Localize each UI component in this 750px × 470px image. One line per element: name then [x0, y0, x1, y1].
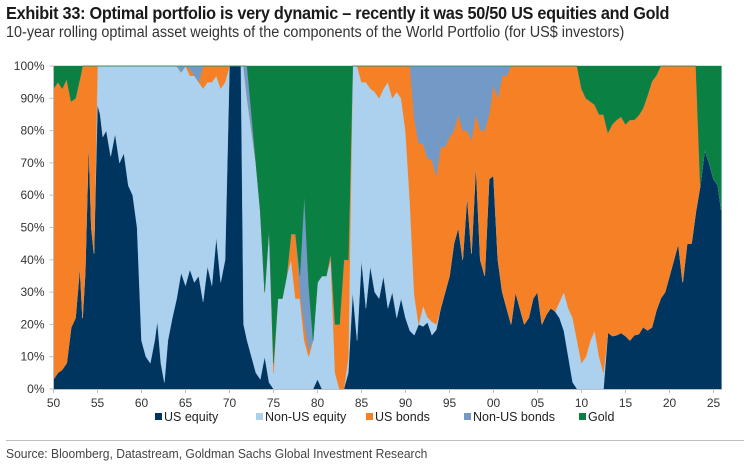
legend-item-non-us-bonds: Non-US bonds: [464, 410, 555, 424]
y-tick-label: 30%: [20, 285, 44, 299]
x-tick-label: 95: [443, 396, 457, 410]
chart-title: Exhibit 33: Optimal portfolio is very dy…: [6, 3, 670, 23]
x-tick-label: 75: [267, 396, 281, 410]
y-tick-label: 100%: [14, 59, 45, 73]
x-tick-label: 55: [91, 396, 105, 410]
x-tick-label: 20: [663, 396, 677, 410]
x-tick-label: 50: [47, 396, 61, 410]
legend-label-non-us-bonds: Non-US bonds: [473, 410, 555, 424]
y-tick-label: 60%: [20, 188, 44, 202]
axes: 0% 10% 20% 30% 40% 50% 60% 70% 80% 90% 100% 50 55 60 6…: [14, 59, 722, 410]
x-tick-label: 05: [531, 396, 545, 410]
y-tick-label: 80%: [20, 124, 44, 138]
x-tick-label: 80: [311, 396, 325, 410]
x-tick-label: 70: [223, 396, 237, 410]
legend-item-gold: Gold: [579, 410, 614, 424]
legend: US equity Non-US equity US bonds Non-US …: [0, 410, 750, 428]
area-gold: [53, 65, 722, 364]
legend-swatch-us-equity: [155, 413, 162, 420]
chart-subtitle: 10-year rolling optimal asset weights of…: [6, 24, 625, 41]
y-tick-label: 90%: [20, 91, 44, 105]
legend-label-us-equity: US equity: [164, 410, 219, 424]
legend-label-gold: Gold: [588, 410, 615, 424]
y-tick-label: 0%: [27, 382, 45, 396]
y-tick-label: 10%: [20, 350, 44, 364]
y-tick-label: 20%: [20, 317, 44, 331]
y-tick-label: 50%: [20, 221, 44, 235]
legend-item-us-bonds: US bonds: [366, 410, 430, 424]
legend-item-us-equity: US equity: [155, 410, 218, 424]
y-tick-label: 70%: [20, 156, 44, 170]
legend-swatch-non-us-bonds: [464, 413, 471, 420]
area-layers: [53, 65, 722, 390]
y-tick-label: 40%: [20, 253, 44, 267]
x-tick-label: 65: [179, 396, 193, 410]
footer-divider: [6, 440, 744, 441]
x-tick-label: 15: [619, 396, 633, 410]
legend-label-us-bonds: US bonds: [375, 410, 430, 424]
x-tick-label: 10: [575, 396, 589, 410]
x-tick-label: 25: [707, 396, 721, 410]
legend-item-non-us-equity: Non-US equity: [256, 410, 346, 424]
x-tick-label: 60: [135, 396, 149, 410]
stacked-area-chart: 0% 10% 20% 30% 40% 50% 60% 70% 80% 90% 100% 50 55 60 6…: [14, 59, 722, 410]
legend-swatch-non-us-equity: [256, 413, 263, 420]
source-note: Source: Bloomberg, Datastream, Goldman S…: [6, 446, 428, 461]
x-tick-label: 85: [355, 396, 369, 410]
legend-swatch-us-bonds: [366, 413, 373, 420]
legend-swatch-gold: [579, 413, 586, 420]
x-tick-label: 00: [487, 396, 501, 410]
legend-label-non-us-equity: Non-US equity: [265, 410, 347, 424]
x-tick-label: 90: [399, 396, 413, 410]
